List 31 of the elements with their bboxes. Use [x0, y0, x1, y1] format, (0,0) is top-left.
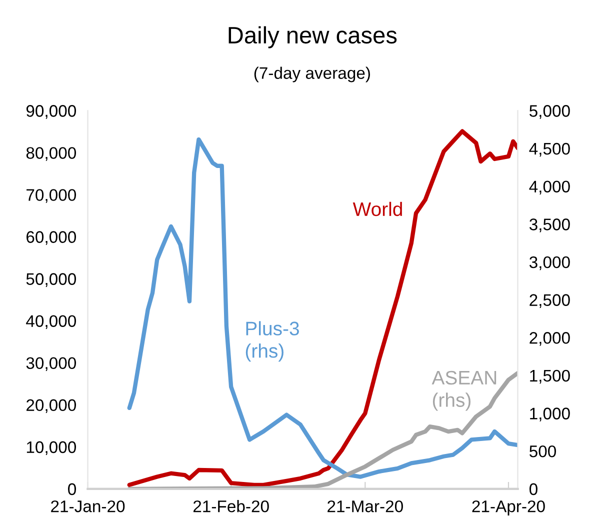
- y-tick-label: 50,000: [26, 273, 76, 287]
- y-tick-label: 10,000: [26, 441, 76, 456]
- y2-tick-label: 3,000: [529, 256, 570, 270]
- chart-title: Daily new cases: [228, 26, 397, 48]
- y-tick-label: 60,000: [26, 231, 76, 245]
- chart-subtitle: (7-day average): [254, 66, 370, 82]
- y2-tick-label: 4,000: [529, 180, 570, 194]
- x-tick-label: 21-Mar-20: [328, 500, 403, 512]
- y-tick-label: 0: [68, 483, 76, 496]
- series-label: ASEAN (rhs): [432, 370, 496, 411]
- y2-tick-label: 5,000: [530, 105, 570, 119]
- y-tick-label: 80,000: [26, 147, 76, 161]
- x-tick-label: 21-Apr-20: [472, 500, 545, 516]
- line-series: [127, 371, 518, 489]
- x-tick-label: 21-Jan-20: [51, 500, 125, 512]
- y2-tick-label: 500: [530, 445, 556, 458]
- y-tick-label: 20,000: [26, 399, 76, 414]
- series-label: World: [352, 202, 402, 216]
- y-tick-label: 30,000: [26, 357, 76, 371]
- y2-tick-label: 2,500: [530, 294, 570, 308]
- series-label: Plus-3 (rhs): [246, 321, 299, 362]
- y2-tick-label: 3,500: [529, 218, 570, 232]
- x-tick-label: 21-Feb-20: [193, 500, 269, 512]
- y-tick-label: 40,000: [26, 315, 76, 329]
- y2-tick-label: 4,500: [529, 142, 570, 157]
- y-tick-label: 70,000: [26, 189, 76, 203]
- y2-tick-label: 1,500: [530, 370, 570, 384]
- y2-tick-label: 2,000: [530, 332, 570, 346]
- y2-tick-label: 1,000: [530, 408, 570, 422]
- y-tick-label: 90,000: [26, 105, 76, 119]
- y2-tick-label: 0: [529, 483, 538, 496]
